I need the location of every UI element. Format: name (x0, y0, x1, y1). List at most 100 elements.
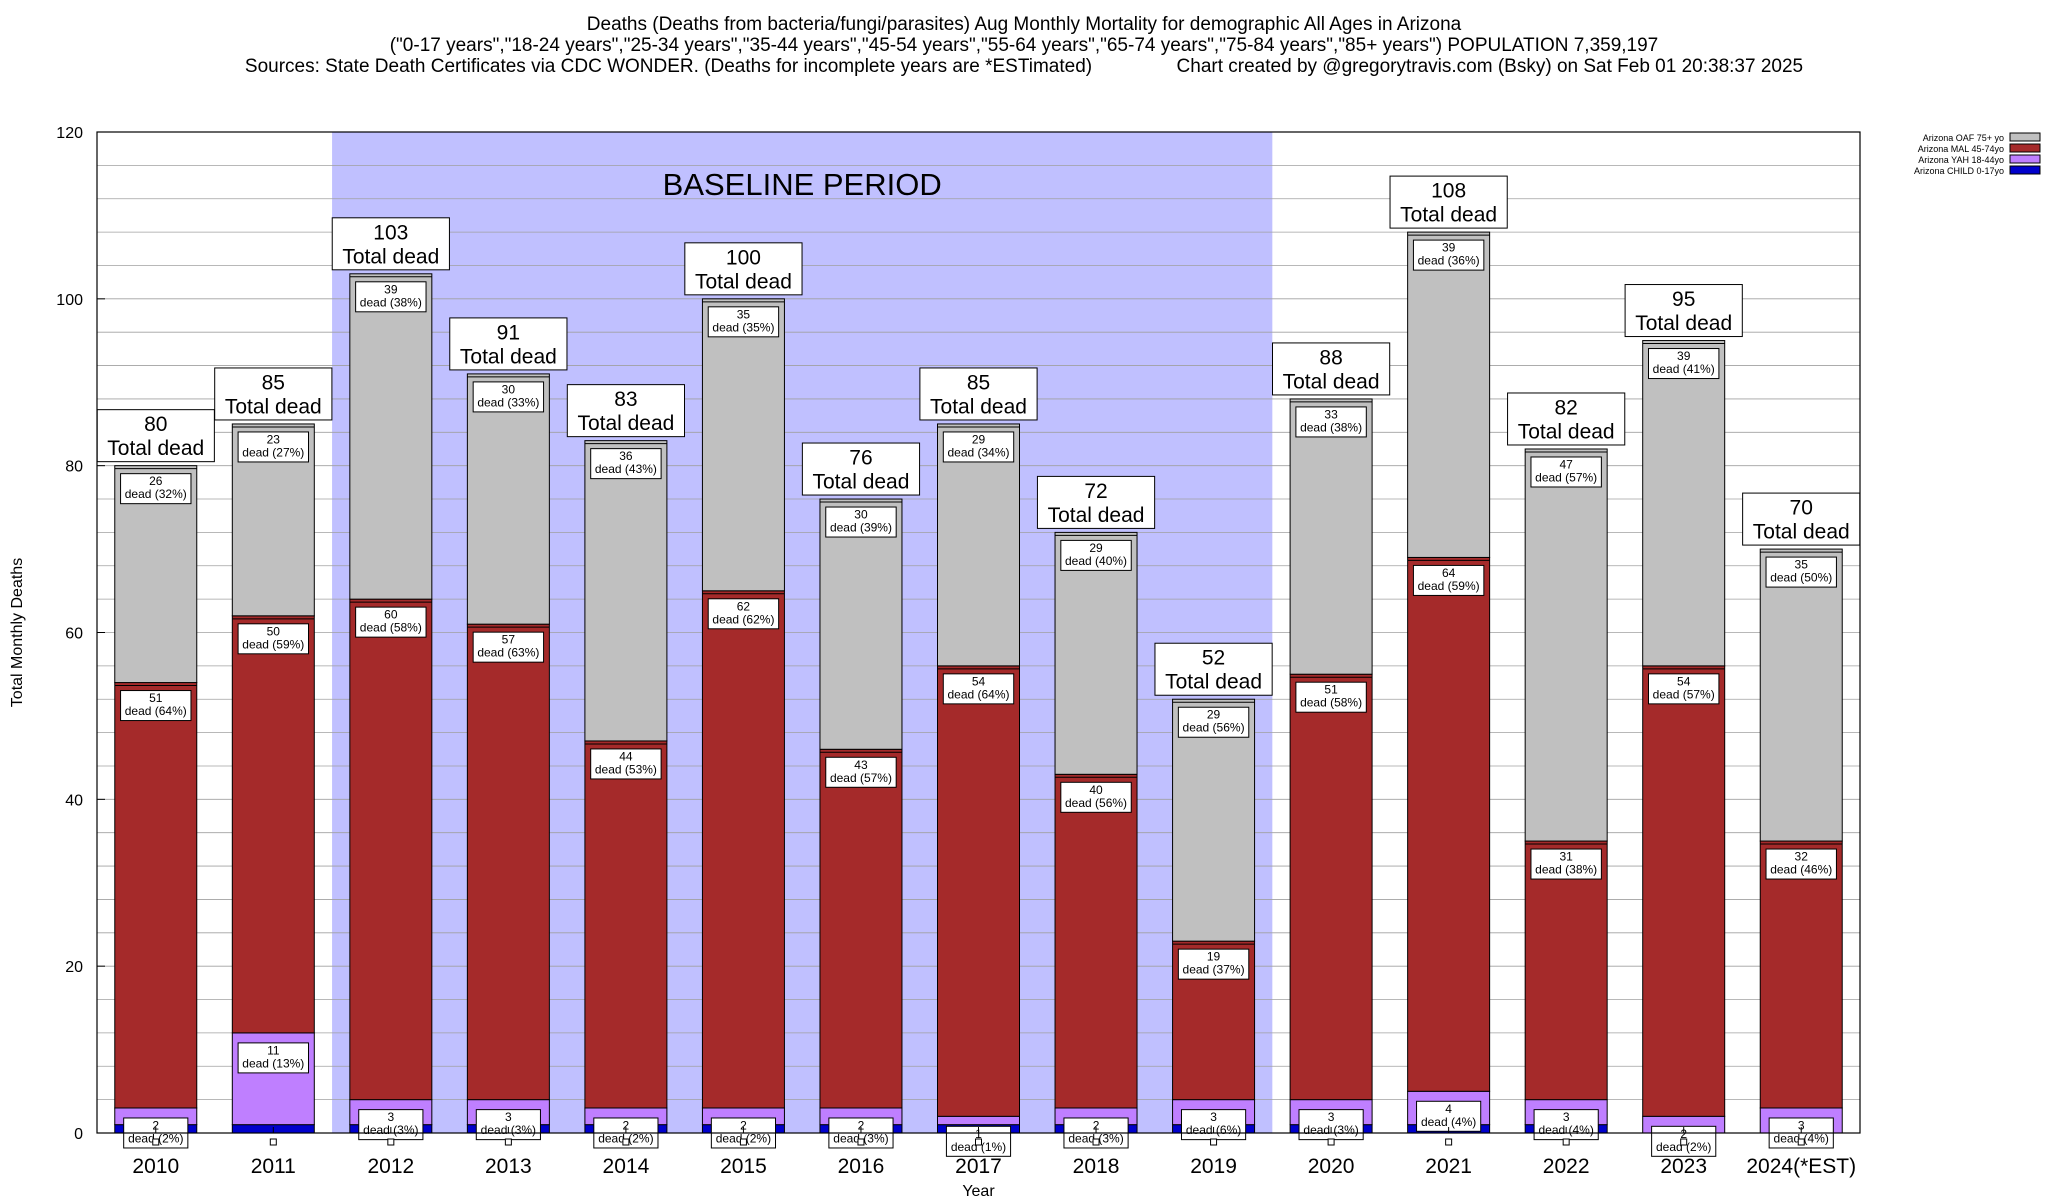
segment-label-2015-oaf-box (707, 306, 780, 338)
segment-label-2011-yah-box (237, 1042, 310, 1074)
segment-label-2019-mal-box (1177, 948, 1250, 980)
total-label-2016-box (801, 442, 921, 496)
segment-label-2023-yah-text: 2 (1680, 1127, 1687, 1141)
segment-label-2016-mal-box (825, 756, 897, 788)
total-label-2018-text: 72 (1084, 480, 1107, 503)
total-label-2014-box (566, 384, 685, 438)
x-tick-label: 2013 (485, 1155, 532, 1178)
segment-label-2018-mal-text: dead (56%) (1065, 796, 1127, 810)
total-label-2016-text: Total dead (813, 471, 910, 494)
y-tick-label: 60 (65, 626, 83, 643)
segment-label-2024(*EST)-mal-box (1765, 848, 1837, 880)
segment-label-2012-mal-box (355, 606, 427, 638)
legend-swatch (2009, 143, 2041, 153)
y-tick-label: 100 (56, 292, 83, 309)
segment-label-2022-yah-text: 3 (1563, 1110, 1570, 1124)
segment-label-2015-mal-text: dead (62%) (712, 612, 774, 626)
segment-label-2021-yah-text: 4 (1445, 1102, 1452, 1116)
total-label-2021-box (1389, 175, 1508, 229)
segment-label-2011-oaf-text: dead (27%) (242, 445, 304, 459)
total-label-2015-text: Total dead (695, 270, 792, 293)
segment-label-2023-oaf-box (1648, 348, 1720, 380)
segment-label-2012-oaf-text: dead (38%) (360, 295, 422, 309)
segment-label-2011-oaf-box (237, 431, 310, 463)
baseline-marker (269, 1138, 277, 1146)
segment-label-2017-oaf-text: 29 (972, 432, 986, 446)
segment-label-2011-oaf-text: 23 (267, 432, 281, 446)
bar-segment-2012-mal (349, 598, 433, 1101)
total-label-2015-text: 100 (726, 246, 761, 269)
segment-label-2019-mal-text: dead (37%) (1183, 963, 1245, 977)
total-label-2014-text: 83 (614, 388, 637, 411)
segment-label-2014-oaf-box (590, 448, 662, 480)
y-tick-label: 0 (74, 1126, 83, 1143)
total-label-2010-text: 80 (144, 413, 167, 436)
segment-label-2021-oaf-text: 39 (1442, 241, 1456, 255)
baseline-marker (1680, 1138, 1688, 1146)
segment-label-2011-yah-text: dead (13%) (242, 1056, 304, 1070)
total-label-2013-text: Total dead (460, 345, 557, 368)
total-label-2020-text: Total dead (1283, 370, 1380, 393)
segment-label-2022-mal-text: 31 (1559, 850, 1573, 864)
segment-label-2017-oaf-box (942, 431, 1015, 463)
segment-label-2015-yah-text: dead (2%) (716, 1131, 771, 1145)
bar-segment-2024(*EST)-mal (1759, 840, 1843, 1109)
segment-label-2020-oaf-text: 33 (1324, 407, 1338, 421)
segment-label-2020-mal-text: dead (58%) (1300, 696, 1362, 710)
segment-label-2010-oaf-text: 26 (149, 474, 163, 488)
segment-label-2018-oaf-text: 29 (1089, 541, 1103, 555)
segment-label-2016-yah-text: dead (3%) (833, 1131, 888, 1145)
bar-segment-2023-mal (1642, 665, 1726, 1117)
y-tick-label: 120 (56, 125, 83, 142)
segment-label-2015-mal-box (707, 598, 780, 630)
x-tick-label: 2010 (132, 1155, 179, 1178)
segment-label-2022-mal-text: dead (38%) (1535, 863, 1597, 877)
total-label-2020-text: 88 (1319, 346, 1342, 369)
segment-label-2016-oaf-text: 30 (854, 508, 868, 522)
total-label-2024(*EST)-text: Total dead (1753, 521, 1850, 544)
segment-label-2023-mal-box (1648, 673, 1720, 705)
axes-layer: 2010 2011 2012 2013 2014 2015 2016 2017 2018 2019… (9, 125, 1861, 1200)
bar-segment-2012-oaf (349, 273, 433, 600)
total-label-2022-text: Total dead (1518, 420, 1615, 443)
title-line-2: ("0-17 years","18-24 years","25-34 years… (389, 35, 1659, 56)
segment-label-2019-oaf-text: dead (56%) (1183, 721, 1245, 735)
bar-segment-2014-mal (584, 740, 668, 1109)
segment-label-2010-mal-text: dead (64%) (125, 704, 187, 718)
y-tick-label: 20 (65, 959, 83, 976)
bar-segment-2016-mal (819, 748, 903, 1109)
segment-label-2020-yah-box (1298, 1109, 1364, 1141)
segment-label-2010-yah-text: 2 (152, 1118, 159, 1132)
segment-label-2022-mal-box (1530, 848, 1602, 880)
legend-label: Arizona MAL 45-74yo (1918, 144, 2004, 154)
x-tick-label: 2019 (1190, 1155, 1237, 1178)
segment-label-2013-yah-text: 3 (505, 1110, 512, 1124)
total-label-2011-text: 85 (262, 371, 285, 394)
segment-label-2021-yah-text: dead (4%) (1421, 1115, 1476, 1129)
baseline-marker (1210, 1138, 1218, 1146)
legend-label: Arizona YAH 18-44yo (1918, 155, 2004, 165)
segment-label-2012-mal-text: dead (58%) (360, 621, 422, 635)
legend-label: Arizona CHILD 0-17yo (1914, 166, 2004, 176)
segment-label-2017-mal-text: dead (64%) (947, 687, 1009, 701)
segment-label-2016-oaf-box (825, 506, 897, 538)
baseline-marker (975, 1138, 982, 1146)
segment-label-2018-yah-text: 2 (1093, 1118, 1100, 1132)
